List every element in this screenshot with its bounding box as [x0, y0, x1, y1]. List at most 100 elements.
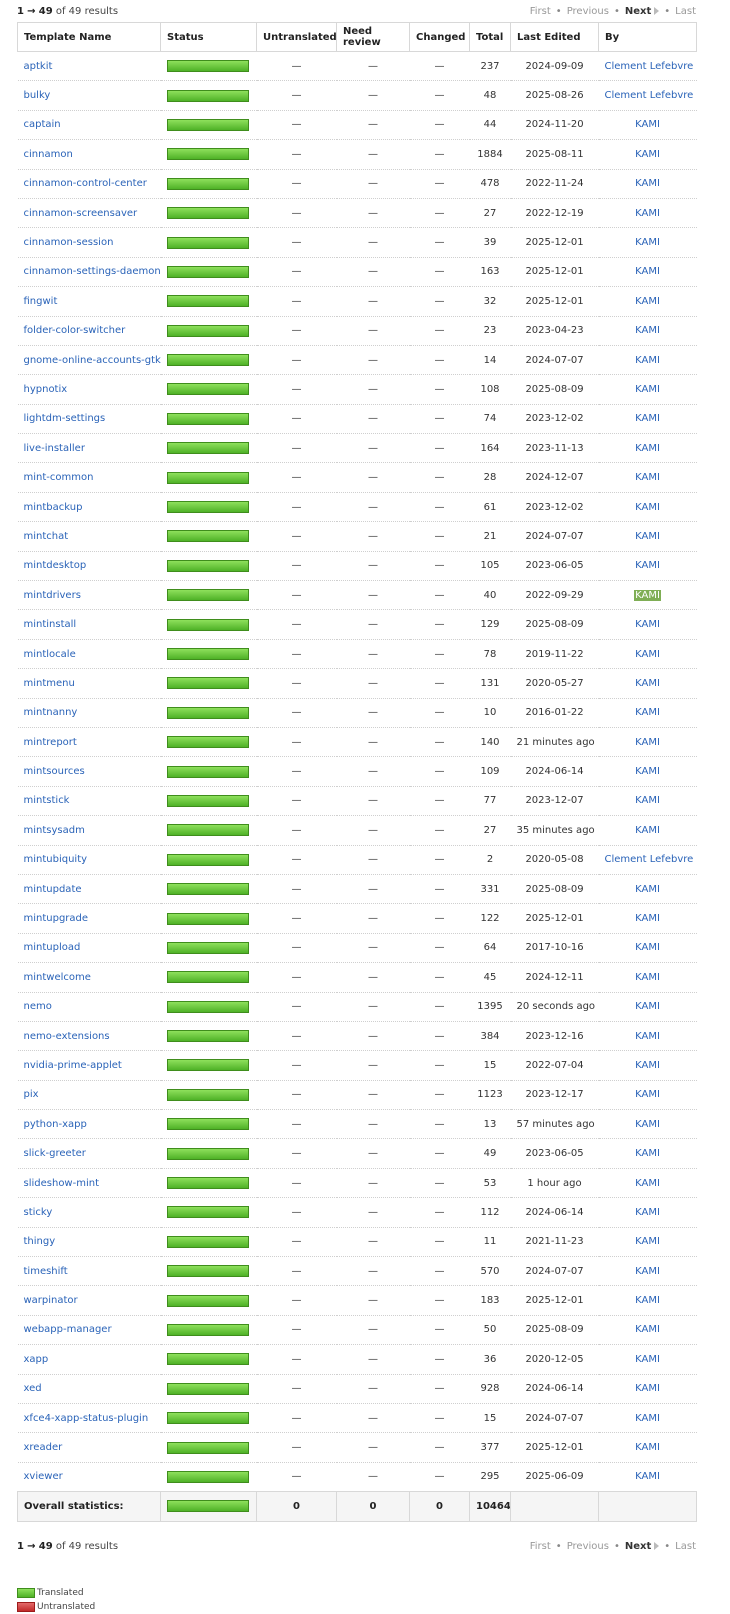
- author-link[interactable]: KAMI: [635, 237, 660, 249]
- col-template-name[interactable]: Template Name: [17, 22, 161, 52]
- template-name-link[interactable]: mintsources: [23, 766, 85, 778]
- template-name-link[interactable]: thingy: [23, 1236, 56, 1248]
- author-link[interactable]: Clement Lefebvre: [604, 90, 694, 102]
- template-name-link[interactable]: mintinstall: [23, 619, 77, 631]
- author-link[interactable]: KAMI: [635, 325, 660, 337]
- next-link[interactable]: Next: [624, 5, 652, 17]
- author-link[interactable]: KAMI: [635, 1383, 660, 1395]
- template-name-link[interactable]: sticky: [23, 1206, 53, 1218]
- template-name-link[interactable]: webapp-manager: [23, 1324, 112, 1336]
- author-link[interactable]: KAMI: [635, 1442, 660, 1454]
- author-link[interactable]: KAMI: [635, 501, 660, 513]
- author-link[interactable]: KAMI: [635, 1236, 660, 1248]
- author-link[interactable]: KAMI: [635, 207, 660, 219]
- template-name-link[interactable]: xreader: [23, 1442, 63, 1454]
- last-link[interactable]: Last: [675, 5, 696, 17]
- author-link[interactable]: KAMI: [635, 1295, 660, 1307]
- template-name-link[interactable]: bulky: [23, 90, 51, 102]
- author-link[interactable]: Clement Lefebvre: [604, 60, 694, 72]
- template-name-link[interactable]: cinnamon-settings-daemon: [23, 266, 161, 278]
- template-name-link[interactable]: aptkit: [23, 60, 53, 72]
- author-link[interactable]: KAMI: [635, 1206, 660, 1218]
- template-name-link[interactable]: mintupload: [23, 942, 81, 954]
- author-link[interactable]: KAMI: [635, 472, 660, 484]
- author-link[interactable]: KAMI: [635, 354, 660, 366]
- col-status[interactable]: Status: [160, 22, 257, 52]
- first-link[interactable]: First: [529, 1541, 551, 1553]
- template-name-link[interactable]: fingwit: [23, 295, 58, 307]
- template-name-link[interactable]: pix: [23, 1089, 39, 1101]
- col-need-review[interactable]: Need review: [336, 22, 410, 52]
- author-link[interactable]: KAMI: [635, 1118, 660, 1130]
- template-name-link[interactable]: live-installer: [23, 442, 85, 454]
- template-name-link[interactable]: mintreport: [23, 736, 77, 748]
- template-name-link[interactable]: mintlocale: [23, 648, 76, 660]
- author-link[interactable]: KAMI: [635, 1324, 660, 1336]
- author-link[interactable]: KAMI: [635, 883, 660, 895]
- author-link[interactable]: KAMI: [635, 383, 660, 395]
- author-link[interactable]: KAMI: [635, 295, 660, 307]
- template-name-link[interactable]: mintchat: [23, 530, 69, 542]
- template-name-link[interactable]: mintnanny: [23, 707, 78, 719]
- template-name-link[interactable]: mintdrivers: [23, 589, 81, 601]
- author-link[interactable]: KAMI: [635, 1030, 660, 1042]
- template-name-link[interactable]: captain: [23, 119, 61, 131]
- author-link[interactable]: KAMI: [635, 1148, 660, 1160]
- template-name-link[interactable]: mintubiquity: [23, 854, 88, 866]
- author-link[interactable]: KAMI: [635, 707, 660, 719]
- template-name-link[interactable]: folder-color-switcher: [23, 325, 126, 337]
- author-link[interactable]: KAMI: [635, 442, 660, 454]
- author-link[interactable]: KAMI: [635, 942, 660, 954]
- author-link[interactable]: KAMI: [635, 560, 660, 572]
- author-link[interactable]: KAMI: [635, 119, 660, 131]
- template-name-link[interactable]: warpinator: [23, 1295, 78, 1307]
- col-untranslated[interactable]: Untranslated: [256, 22, 337, 52]
- author-link[interactable]: KAMI: [635, 1353, 660, 1365]
- author-link[interactable]: KAMI: [634, 589, 661, 601]
- author-link[interactable]: KAMI: [635, 677, 660, 689]
- template-name-link[interactable]: cinnamon-control-center: [23, 178, 147, 190]
- author-link[interactable]: KAMI: [635, 913, 660, 925]
- template-name-link[interactable]: mintsysadm: [23, 824, 85, 836]
- author-link[interactable]: KAMI: [635, 1471, 660, 1483]
- col-by[interactable]: By: [598, 22, 697, 52]
- template-name-link[interactable]: cinnamon-screensaver: [23, 207, 138, 219]
- author-link[interactable]: KAMI: [635, 413, 660, 425]
- author-link[interactable]: KAMI: [635, 648, 660, 660]
- first-link[interactable]: First: [529, 5, 551, 17]
- author-link[interactable]: KAMI: [635, 1089, 660, 1101]
- template-name-link[interactable]: mintwelcome: [23, 971, 91, 983]
- author-link[interactable]: KAMI: [635, 1412, 660, 1424]
- previous-link[interactable]: Previous: [566, 1541, 609, 1553]
- template-name-link[interactable]: slick-greeter: [23, 1148, 86, 1160]
- author-link[interactable]: KAMI: [635, 1177, 660, 1189]
- template-name-link[interactable]: xed: [23, 1383, 42, 1395]
- template-name-link[interactable]: nvidia-prime-applet: [23, 1059, 122, 1071]
- template-name-link[interactable]: cinnamon-session: [23, 237, 114, 249]
- template-name-link[interactable]: xapp: [23, 1353, 49, 1365]
- col-total[interactable]: Total: [469, 22, 511, 52]
- author-link[interactable]: KAMI: [635, 1059, 660, 1071]
- author-link[interactable]: KAMI: [635, 736, 660, 748]
- template-name-link[interactable]: mintupdate: [23, 883, 82, 895]
- last-link[interactable]: Last: [675, 1541, 696, 1553]
- next-link[interactable]: Next: [624, 1541, 652, 1553]
- template-name-link[interactable]: nemo: [23, 1001, 52, 1013]
- author-link[interactable]: KAMI: [635, 530, 660, 542]
- col-changed[interactable]: Changed: [409, 22, 470, 52]
- template-name-link[interactable]: lightdm-settings: [23, 413, 106, 425]
- template-name-link[interactable]: hypnotix: [23, 383, 68, 395]
- template-name-link[interactable]: timeshift: [23, 1265, 68, 1277]
- previous-link[interactable]: Previous: [566, 5, 609, 17]
- author-link[interactable]: KAMI: [635, 795, 660, 807]
- template-name-link[interactable]: xviewer: [23, 1471, 63, 1483]
- template-name-link[interactable]: mintstick: [23, 795, 70, 807]
- template-name-link[interactable]: xfce4-xapp-status-plugin: [23, 1412, 149, 1424]
- template-name-link[interactable]: mintmenu: [23, 677, 75, 689]
- template-name-link[interactable]: mintupgrade: [23, 913, 89, 925]
- author-link[interactable]: KAMI: [635, 971, 660, 983]
- template-name-link[interactable]: gnome-online-accounts-gtk: [23, 354, 161, 366]
- author-link[interactable]: KAMI: [635, 1265, 660, 1277]
- template-name-link[interactable]: mintbackup: [23, 501, 83, 513]
- template-name-link[interactable]: cinnamon: [23, 148, 73, 160]
